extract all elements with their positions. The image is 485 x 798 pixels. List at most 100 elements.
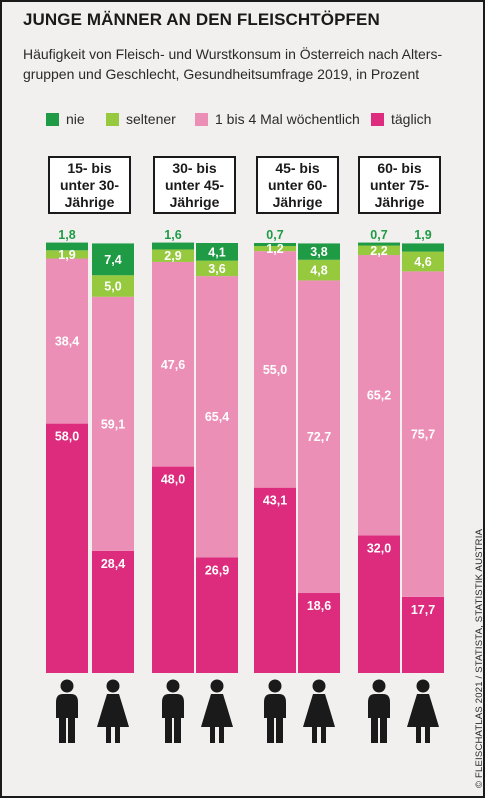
legend-label-seltener: seltener	[126, 111, 176, 127]
bar-segment-nie	[46, 242, 88, 251]
age-group-label-line: 45- bis	[275, 159, 320, 176]
bar-segment-taeglich	[196, 557, 238, 673]
bar-segment-nie	[254, 243, 296, 247]
bar-segment-nie	[402, 243, 444, 252]
chart-subtitle-line-2: gruppen und Geschlecht, Gesundheitsumfra…	[23, 66, 420, 82]
value-label-nie: 0,7	[370, 228, 387, 242]
bar-segment-seltener	[254, 246, 296, 252]
age-group-label-45-60: 45- bis unter 60- Jährige	[256, 156, 339, 214]
legend-swatch-nie	[46, 113, 59, 126]
age-group-label-line: Jährige	[169, 193, 220, 210]
female-person-icon	[303, 679, 335, 743]
bar-segment-nie	[358, 242, 400, 246]
bar-segment-seltener	[92, 275, 134, 297]
female-person-icon	[407, 679, 439, 743]
value-label-woechentlich: 38,4	[55, 335, 79, 349]
bar-segment-taeglich	[402, 596, 444, 673]
value-label-taeglich: 26,9	[205, 563, 229, 577]
age-group-label-line: unter 75-	[369, 176, 430, 193]
age-group-label-line: Jährige	[272, 193, 323, 210]
female-person-icon	[97, 679, 129, 743]
bar-segment-woechentlich	[254, 251, 296, 488]
value-label-nie: 0,7	[266, 228, 283, 242]
bar-segment-seltener	[46, 250, 88, 259]
value-label-woechentlich: 75,7	[411, 428, 435, 442]
bar-segment-woechentlich	[92, 296, 134, 551]
bar-segment-seltener	[358, 245, 400, 256]
value-label-seltener: 4,8	[310, 264, 327, 278]
male-person-icon	[368, 679, 390, 743]
value-label-nie: 1,8	[58, 228, 75, 242]
bar-segment-woechentlich	[152, 261, 194, 467]
legend-swatch-woechentlich	[195, 113, 208, 126]
value-label-nie: 3,8	[310, 245, 327, 259]
bar-segment-nie	[298, 243, 340, 260]
bar-segment-taeglich	[46, 423, 88, 673]
bar-segment-woechentlich	[46, 258, 88, 424]
age-group-label-line: Jährige	[64, 193, 115, 210]
male-person-icon	[162, 679, 184, 743]
value-label-woechentlich: 72,7	[307, 430, 331, 444]
value-label-taeglich: 43,1	[263, 494, 287, 508]
value-label-taeglich: 58,0	[55, 430, 79, 444]
value-label-taeglich: 17,7	[411, 603, 435, 617]
bar-segment-woechentlich	[358, 255, 400, 536]
female-person-icon	[201, 679, 233, 743]
value-label-woechentlich: 59,1	[101, 417, 125, 431]
age-group-label-line: 30- bis	[172, 159, 217, 176]
age-group-label-line: 15- bis	[67, 159, 112, 176]
value-label-seltener: 1,2	[266, 242, 283, 256]
value-label-seltener: 1,9	[58, 248, 75, 262]
bar-segment-taeglich	[298, 593, 340, 673]
bar-segment-nie	[196, 243, 238, 261]
bar-segment-seltener	[196, 260, 238, 277]
value-label-taeglich: 48,0	[161, 473, 185, 487]
bar-segment-taeglich	[92, 550, 134, 673]
value-label-woechentlich: 47,6	[161, 358, 185, 372]
value-label-nie: 4,1	[208, 245, 225, 259]
bar-segment-woechentlich	[402, 271, 444, 597]
value-label-woechentlich: 65,4	[205, 410, 229, 424]
age-group-label-line: unter 60-	[267, 176, 328, 193]
bar-segment-taeglich	[152, 466, 194, 673]
value-label-taeglich: 32,0	[367, 541, 391, 555]
value-label-seltener: 2,9	[164, 249, 181, 263]
bar-segment-taeglich	[358, 535, 400, 673]
age-group-label-60-75: 60- bis unter 75- Jährige	[358, 156, 441, 214]
value-label-nie: 1,6	[164, 228, 181, 242]
legend-swatch-taeglich	[371, 113, 384, 126]
bar-segment-seltener	[402, 251, 444, 272]
value-label-woechentlich: 55,0	[263, 363, 287, 377]
value-label-taeglich: 18,6	[307, 599, 331, 613]
bar-segment-taeglich	[254, 487, 296, 673]
age-group-label-30-45: 30- bis unter 45- Jährige	[153, 156, 236, 214]
value-label-nie: 7,4	[104, 253, 121, 267]
age-group-label-line: unter 30-	[59, 176, 120, 193]
male-person-icon	[264, 679, 286, 743]
legend-swatch-seltener	[106, 113, 119, 126]
bar-segment-seltener	[152, 249, 194, 262]
legend-label-taeglich: täglich	[391, 111, 432, 127]
value-label-woechentlich: 65,2	[367, 389, 391, 403]
value-label-seltener: 2,2	[370, 244, 387, 258]
value-label-taeglich: 28,4	[101, 557, 125, 571]
bar-segment-woechentlich	[298, 280, 340, 594]
value-label-seltener: 5,0	[104, 280, 121, 294]
bar-segment-woechentlich	[196, 276, 238, 558]
age-group-label-15-30: 15- bis unter 30- Jährige	[48, 156, 131, 214]
bar-segment-nie	[92, 243, 134, 276]
legend-label-woechentlich: 1 bis 4 Mal wöchentlich	[215, 111, 360, 127]
chart-subtitle-line-1: Häufigkeit von Fleisch- und Wurstkonsum …	[23, 46, 443, 62]
chart-title: JUNGE MÄNNER AN DEN FLEISCHTÖPFEN	[23, 10, 380, 29]
legend-label-nie: nie	[66, 111, 85, 127]
bar-segment-nie	[152, 242, 194, 250]
age-group-label-line: unter 45-	[164, 176, 225, 193]
value-label-seltener: 3,6	[208, 262, 225, 276]
source-credit: © FLEISCHATLAS 2021 / STATISTA, STATISTI…	[474, 528, 485, 788]
age-group-label-line: 60- bis	[377, 159, 422, 176]
age-group-label-line: Jährige	[374, 193, 425, 210]
male-person-icon	[56, 679, 78, 743]
value-label-seltener: 4,6	[414, 255, 431, 269]
